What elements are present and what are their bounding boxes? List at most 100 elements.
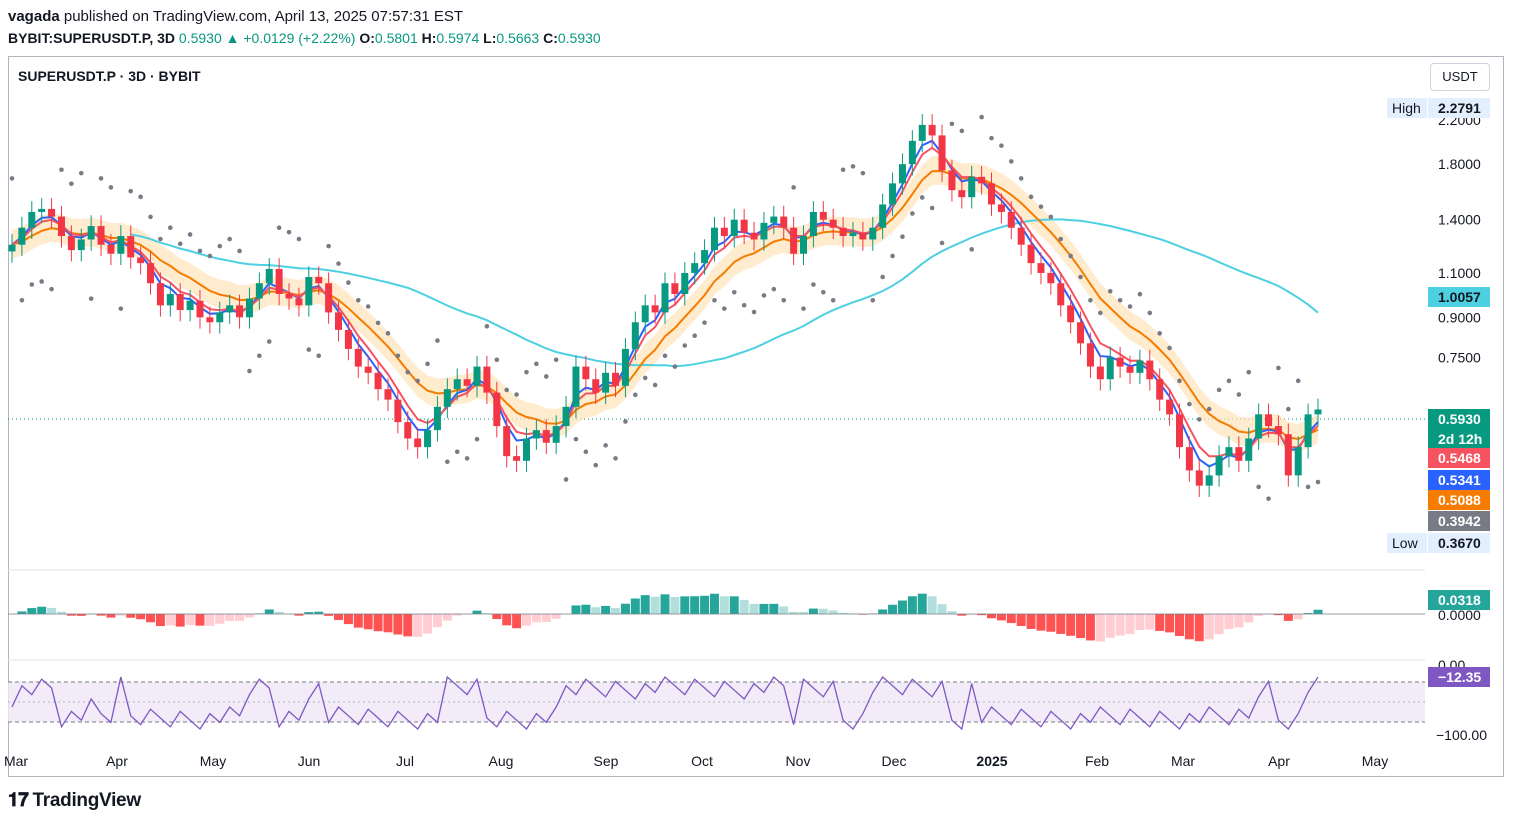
candle-body [641, 305, 649, 323]
macd-bar [106, 614, 116, 618]
price-tag: 0.5468 [1438, 450, 1481, 466]
macd-tag-bg [1428, 590, 1490, 610]
psar-dot [78, 170, 84, 176]
macd-bar [897, 600, 907, 614]
candle-body [196, 300, 204, 318]
psar-dot [900, 234, 905, 240]
macd-bar [1303, 613, 1313, 614]
time-tick: Aug [489, 753, 514, 769]
psar-dot [69, 181, 74, 187]
candle-body [1037, 263, 1045, 273]
candle-body [315, 277, 323, 284]
candle-body [1086, 343, 1094, 367]
price-tag: 0.5341 [1438, 472, 1481, 488]
psar-dot [454, 449, 460, 455]
psar-dot [227, 236, 232, 242]
candle-body [186, 300, 194, 311]
macd-bar [1066, 614, 1076, 636]
psar-dot [326, 243, 331, 249]
psar-dot [1137, 291, 1143, 297]
time-tick: Apr [1268, 753, 1290, 769]
psar-dot [642, 375, 648, 381]
candle-body [780, 216, 788, 228]
time-axis[interactable]: Mar Apr May Jun Jul Aug Sep Oct Nov Dec 2025 Feb Mar… [4, 753, 1388, 769]
candle-body [137, 257, 145, 264]
macd-bar [1273, 614, 1283, 616]
psar-dot [633, 392, 638, 398]
price-tick: 1.4000 [1438, 212, 1481, 228]
candle-body [255, 283, 263, 299]
psar-dot [158, 236, 163, 242]
macd-bar [96, 614, 106, 616]
candle-body [1225, 447, 1233, 457]
candle-body [1047, 272, 1055, 284]
candle-body [730, 219, 738, 237]
psar-dot [118, 306, 124, 311]
psar-dot [1206, 406, 1212, 412]
macd-bar [808, 608, 818, 614]
macd-bar [1135, 614, 1145, 630]
rsi-pane [8, 675, 1425, 731]
macd-bar [413, 614, 423, 637]
macd-bar [709, 593, 719, 614]
candle-body [612, 372, 620, 386]
psar-dot [583, 449, 589, 455]
high-value: 0.5974 [436, 30, 480, 46]
candle-body [740, 219, 748, 233]
price-tag: 0.5088 [1438, 492, 1481, 508]
psar-dot [1216, 387, 1222, 393]
brand[interactable]: 𝟏𝟕 TradingView [8, 790, 141, 812]
macd-bar [1194, 614, 1204, 642]
candle-body [404, 422, 412, 439]
candle-body [918, 124, 926, 141]
macd-bar [828, 610, 838, 614]
candle-body [473, 366, 481, 386]
candle-body [285, 294, 293, 299]
candle-body [325, 283, 333, 313]
candle-body [463, 379, 471, 386]
psar-dot [573, 436, 579, 442]
price-axis[interactable]: 2.20001.80001.40001.10000.90000.7500High… [1387, 98, 1490, 743]
macd-bar [1046, 614, 1056, 632]
psar-dot [702, 320, 707, 325]
low-tag-label: Low [1392, 535, 1419, 551]
candle-body [1007, 211, 1015, 228]
low-tag: 0.3670 [1438, 535, 1481, 551]
candle-body [77, 239, 85, 251]
candle-body [245, 298, 253, 318]
candle-body [572, 366, 580, 407]
macd-bar [927, 596, 937, 614]
macd-bar [907, 596, 917, 614]
macd-bar [1165, 614, 1175, 633]
macd-bar [1006, 614, 1016, 624]
price-tag: 1.0057 [1438, 289, 1481, 305]
high-tag: 2.2791 [1438, 100, 1481, 116]
candle-body [87, 226, 95, 240]
candle-body [57, 216, 65, 237]
psar-dot [751, 309, 757, 315]
candle-body [38, 208, 46, 212]
candle-body [1265, 414, 1273, 427]
macd-bar [987, 614, 996, 619]
psar-dot [1028, 194, 1034, 200]
candle-body [1215, 456, 1223, 476]
sma-long-line [130, 218, 1319, 368]
price-tag-bg [1428, 448, 1490, 468]
candle-body [978, 176, 986, 184]
candle-body [928, 124, 936, 136]
psar-dot [1246, 369, 1252, 375]
macd-bar [620, 603, 630, 614]
candle-body [206, 317, 214, 323]
psar-dot [296, 236, 302, 242]
candle-body [354, 348, 362, 367]
macd-bar [769, 603, 779, 614]
candle-body [710, 227, 718, 251]
high-label: H: [421, 30, 437, 46]
currency-button[interactable]: USDT [1430, 63, 1490, 91]
candle-body [1126, 366, 1134, 373]
psar-dot [929, 205, 935, 211]
psar-dot [613, 456, 618, 461]
author[interactable]: vagada [8, 8, 60, 25]
psar-dot [1107, 288, 1113, 294]
